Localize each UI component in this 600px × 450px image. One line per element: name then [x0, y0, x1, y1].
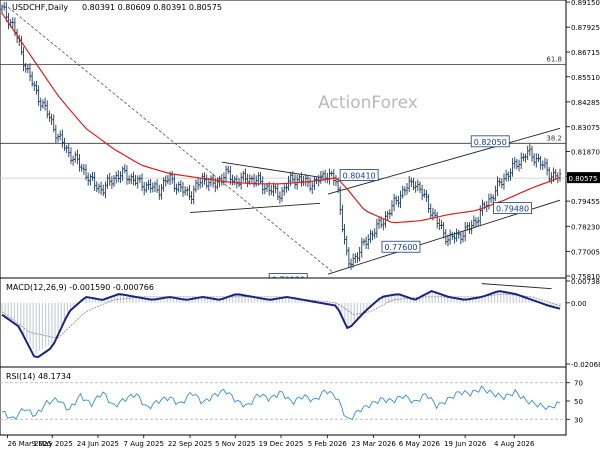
price-y-tick-label: 0.89150 [571, 0, 600, 7]
macd-y-tick-label: 0.007385 [571, 278, 600, 286]
macd-y-tick-label: 0.00 [571, 300, 587, 308]
macd-y-axis: 0.007385 0.00 -0.020686 [566, 278, 600, 369]
price-y-tick-label: 0.81870 [571, 149, 600, 157]
symbol-label: USDCHF,Daily [12, 3, 68, 12]
moving-average-line [1, 12, 561, 224]
rsi-panel: RSI(14) 48.1734 70 50 30 [0, 366, 583, 436]
price-annotation-box [339, 169, 379, 181]
price-annotation-label: 0.79480 [496, 205, 529, 214]
price-y-axis: 0.89150 0.87925 0.86715 0.85510 0.84285 0.830… [566, 0, 600, 281]
price-y-tick-label: 0.78230 [571, 223, 600, 231]
date-tick-label: 19 Jun 2026 [444, 440, 487, 448]
watermark: ActionForex [318, 93, 418, 113]
price-annotation-label: 0.77600 [384, 243, 417, 252]
date-tick-label: 7 Aug 2025 [124, 440, 164, 448]
date-tick-label: 19 Dec 2025 [259, 440, 304, 448]
rsi-y-axis: 70 50 30 [566, 380, 583, 424]
macd-line [1, 290, 561, 359]
rsi-series [0, 382, 566, 420]
price-series: 61.838.20.820500.804100.794800.776000.76… [0, 1, 566, 285]
price-annotation-label: 0.82050 [474, 138, 507, 147]
fib-level-label: 38.2 [546, 134, 562, 142]
fib-level-label: 61.8 [546, 56, 562, 64]
price-y-tick-label: 0.79455 [571, 198, 600, 206]
date-tick-label: 23 Mar 2026 [351, 440, 396, 448]
price-annotation: 0.80410 [339, 169, 379, 181]
date-tick-label: 5 Feb 2026 [308, 440, 348, 448]
date-tick-label: 22 Sep 2025 [168, 440, 212, 448]
price-y-tick-label: 0.83075 [571, 124, 600, 132]
triangle-lower-line [189, 202, 321, 213]
current-price-tag: 0.80575 [567, 172, 600, 184]
date-tick-label: 26 Mar 2025 [8, 440, 52, 448]
rsi-y-tick-label: 70 [574, 380, 583, 388]
current-price-tag-label: 0.80575 [569, 175, 598, 183]
macd-y-tick-label: -0.020686 [571, 361, 600, 369]
price-panel: ActionForex USDCHF,Daily 0.80391 0.80609… [0, 0, 600, 285]
price-annotation-box [381, 240, 421, 253]
rsi-line [1, 385, 561, 420]
current-price-tag-bg [567, 172, 600, 184]
price-annotation: 0.79480 [493, 202, 532, 215]
rsi-panel-frame [0, 366, 567, 436]
channel-upper-line [327, 127, 561, 195]
date-tick-label: 4 Aug 2026 [494, 440, 535, 448]
rsi-label: RSI(14) 48.1734 [6, 372, 71, 381]
price-y-tick-label: 0.84285 [571, 99, 600, 107]
macd-panel: MACD(12,26,9) -0.001590 -0.000766 0.0073… [0, 277, 600, 369]
rsi-y-tick-label: 30 [574, 416, 583, 424]
ohlc-text: 0.80391 0.80609 0.80391 0.80575 [82, 3, 222, 12]
price-annotation: 0.82050 [470, 135, 510, 148]
price-y-tick-label: 0.87925 [571, 24, 600, 32]
price-annotation: 0.77600 [381, 240, 421, 253]
macd-series [1, 283, 561, 359]
price-annotation-label: 0.80410 [343, 172, 376, 181]
date-tick-label: 6 May 2026 [399, 440, 441, 448]
rsi-y-tick-label: 50 [574, 398, 583, 406]
price-annotation-box [493, 202, 532, 215]
macd-divergence-line [481, 283, 552, 290]
price-y-tick-label: 0.85510 [571, 74, 600, 82]
macd-label: MACD(12,26,9) -0.001590 -0.000766 [6, 283, 154, 292]
date-tick-label: 24 Jun 2025 [77, 440, 119, 448]
price-y-tick-label: 0.75810 [571, 273, 600, 281]
date-tick-label: 9 May 2025 [32, 440, 73, 448]
date-tick-label: 5 Nov 2025 [215, 440, 255, 448]
price-annotation-box [470, 135, 510, 148]
price-y-tick-label: 0.86715 [571, 49, 600, 57]
price-y-tick-label: 0.77005 [571, 248, 600, 256]
macd-signal-line [1, 293, 561, 339]
